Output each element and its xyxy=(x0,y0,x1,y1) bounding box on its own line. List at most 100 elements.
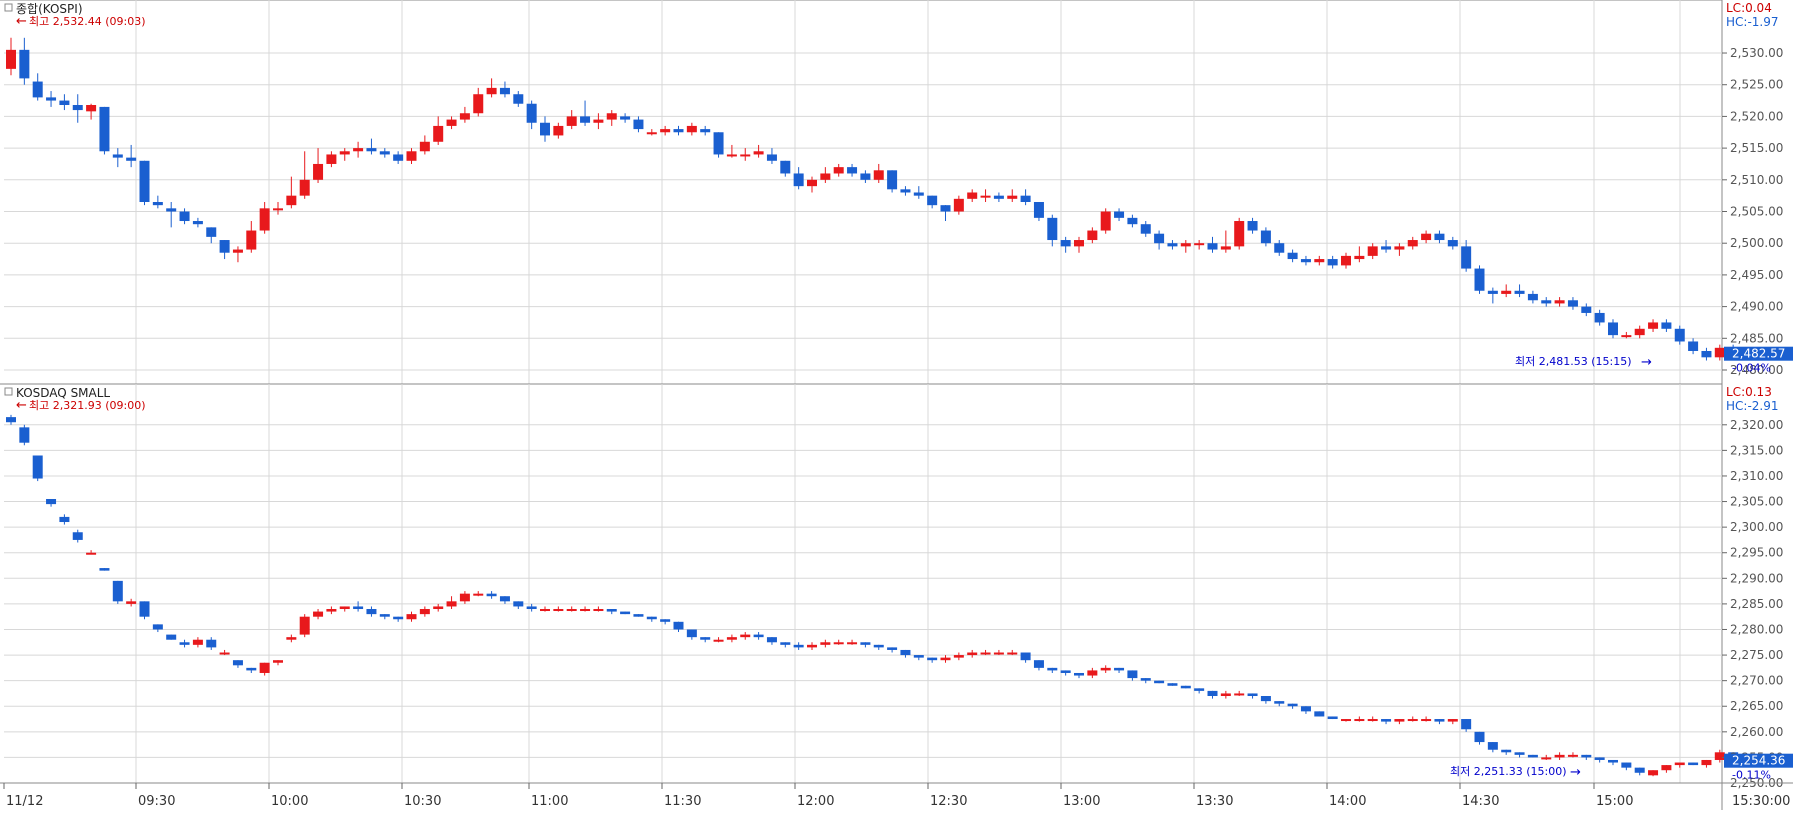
candle xyxy=(1047,214,1058,247)
candle-body xyxy=(887,170,898,190)
candle-body xyxy=(433,606,444,610)
candle xyxy=(526,100,537,130)
candle-body xyxy=(499,596,510,602)
candle-body xyxy=(1594,757,1605,760)
candle xyxy=(566,110,577,130)
y-tick-label: 2,315.00 xyxy=(1730,443,1783,457)
candle-body xyxy=(566,609,577,612)
candle xyxy=(1154,680,1165,684)
candle xyxy=(993,649,1004,656)
candle-body xyxy=(1033,660,1044,668)
candle-body xyxy=(1247,221,1258,231)
candle xyxy=(1621,331,1632,339)
candle-body xyxy=(1674,762,1685,766)
candle xyxy=(1661,319,1672,332)
candle-body xyxy=(1220,246,1231,250)
candle-body xyxy=(1207,243,1218,250)
candle-body xyxy=(793,173,804,187)
candle xyxy=(1514,284,1525,298)
candle xyxy=(887,647,898,653)
candle-body xyxy=(1701,350,1712,358)
candle xyxy=(1567,297,1578,310)
candle xyxy=(259,662,270,676)
candle xyxy=(1527,290,1538,304)
candle-body xyxy=(1300,259,1311,263)
candle-body xyxy=(820,173,831,180)
candle-body xyxy=(446,601,457,607)
candle-body xyxy=(940,657,951,661)
candle-body xyxy=(606,609,617,612)
candle-body xyxy=(580,116,591,123)
candle-body xyxy=(1087,230,1098,241)
candle xyxy=(433,116,444,145)
candle xyxy=(1701,759,1712,768)
candle xyxy=(713,132,724,158)
candle xyxy=(1154,230,1165,250)
candle-body xyxy=(980,195,991,198)
candle-body xyxy=(633,119,644,130)
candle-body xyxy=(1341,255,1351,266)
candle-body xyxy=(1634,767,1645,773)
candle xyxy=(112,148,123,168)
candle xyxy=(606,609,617,615)
chart-title: KOSDAQ SMALL xyxy=(16,386,110,400)
candle xyxy=(513,601,524,610)
candle-body xyxy=(299,179,310,196)
candle xyxy=(179,208,190,225)
candle-body xyxy=(1047,667,1058,671)
candle xyxy=(633,614,644,617)
y-tick-label: 2,305.00 xyxy=(1730,495,1783,509)
candle-body xyxy=(660,129,671,133)
candle xyxy=(1087,227,1098,244)
candle-body xyxy=(1127,217,1138,225)
candle xyxy=(152,624,163,633)
candle xyxy=(1421,716,1432,722)
candle xyxy=(1648,770,1659,777)
candle-body xyxy=(1220,693,1231,697)
candle xyxy=(1047,667,1058,673)
candle xyxy=(232,246,243,263)
candle-body xyxy=(1327,716,1338,720)
candle xyxy=(72,94,83,123)
time-tick-label-last: 15:30:00 xyxy=(1732,794,1790,809)
candle xyxy=(526,603,537,612)
time-tick-label: 10:30 xyxy=(404,794,441,809)
candle-body xyxy=(1527,293,1538,301)
candle xyxy=(99,568,110,571)
candle xyxy=(59,94,70,111)
time-tick-label: 11:30 xyxy=(664,794,701,809)
candle-body xyxy=(32,81,43,98)
y-tick-label: 2,310.00 xyxy=(1730,469,1783,483)
candle-body xyxy=(326,609,337,612)
candle xyxy=(673,125,684,136)
candle xyxy=(486,78,497,98)
candle-body xyxy=(1554,300,1565,304)
candle xyxy=(1033,202,1044,222)
candle-body xyxy=(1581,306,1592,313)
candle xyxy=(139,601,150,620)
candle xyxy=(940,205,951,222)
candle xyxy=(1434,719,1445,725)
y-tick-label: 2,510.00 xyxy=(1730,173,1783,187)
candle-body xyxy=(379,151,390,155)
candle-body xyxy=(32,455,43,479)
candle xyxy=(793,642,804,650)
low-label: 최저 2,481.53 (15:15) xyxy=(1515,355,1632,368)
candle xyxy=(980,649,991,656)
candle-body xyxy=(1127,670,1138,679)
candle-body xyxy=(1688,762,1699,766)
panel-icon xyxy=(4,3,13,12)
candle-body xyxy=(1020,195,1031,202)
candle-body xyxy=(1074,672,1084,676)
candle xyxy=(1247,217,1258,234)
candle xyxy=(700,637,711,643)
candle xyxy=(366,138,377,155)
candle-body xyxy=(1367,246,1378,256)
candle-body xyxy=(6,417,16,423)
candle-body xyxy=(1701,759,1712,766)
candle-body xyxy=(967,652,978,656)
candle xyxy=(1260,696,1271,704)
candle-body xyxy=(299,616,310,635)
candle-body xyxy=(1421,719,1432,722)
candle xyxy=(192,637,203,648)
